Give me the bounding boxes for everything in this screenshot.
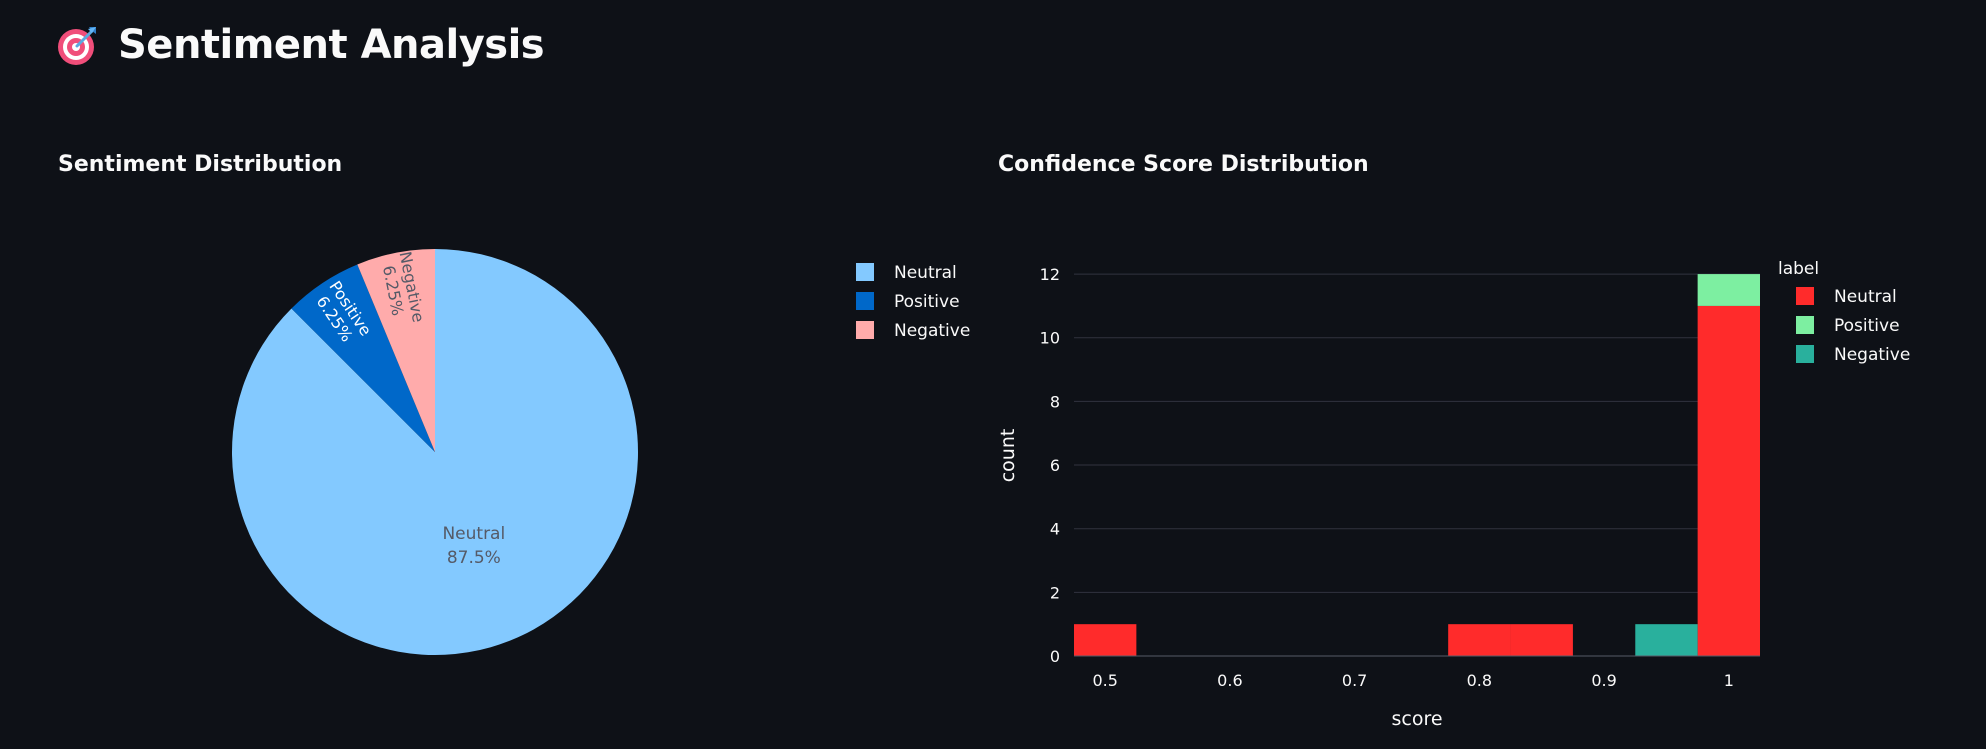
x-tick-label: 0.9 xyxy=(1591,671,1616,690)
x-tick-label: 0.7 xyxy=(1342,671,1367,690)
pie-slice-positive[interactable] xyxy=(291,264,435,452)
legend-swatch xyxy=(1796,287,1814,305)
legend-label: Negative xyxy=(1834,345,1910,365)
histogram-title: Confidence Score Distribution xyxy=(998,152,1369,177)
y-tick-label: 2 xyxy=(1050,583,1060,602)
y-tick-label: 8 xyxy=(1050,392,1060,411)
legend-swatch xyxy=(856,263,874,281)
pie-label-name: Neutral xyxy=(442,524,505,544)
pie-legend-item-negative[interactable]: Negative xyxy=(856,321,970,341)
pie-slices xyxy=(232,249,639,655)
x-tick-label: 1 xyxy=(1724,671,1734,690)
pie-legend: Neutral Positive Negative xyxy=(856,263,970,341)
histogram-bar-neutral[interactable] xyxy=(1697,305,1760,656)
pie-slice-negative[interactable] xyxy=(357,249,435,452)
y-axis-label: count xyxy=(997,429,1019,483)
legend-swatch xyxy=(1796,316,1814,334)
pie-chart-title: Sentiment Distribution xyxy=(58,152,343,177)
legend-label: Neutral xyxy=(1834,287,1897,307)
histogram-legend-item-negative[interactable]: Negative xyxy=(1796,345,1910,365)
histogram-bar-neutral[interactable] xyxy=(1448,624,1511,656)
y-tick-label: 0 xyxy=(1050,647,1060,666)
pie-legend-item-neutral[interactable]: Neutral xyxy=(856,263,957,283)
histogram-bar-neutral[interactable] xyxy=(1074,624,1137,656)
histogram-bar-negative[interactable] xyxy=(1635,624,1698,656)
histogram-legend-item-neutral[interactable]: Neutral xyxy=(1796,287,1897,307)
pie-label-percent: 87.5% xyxy=(447,548,501,568)
legend-label: Positive xyxy=(1834,316,1900,336)
app-header: Sentiment Analysis xyxy=(56,22,545,68)
x-tick-label: 0.8 xyxy=(1467,671,1492,690)
pie-legend-item-positive[interactable]: Positive xyxy=(856,292,960,312)
legend-swatch xyxy=(1796,345,1814,363)
histogram-bar-positive[interactable] xyxy=(1697,274,1760,306)
histogram-legend: label Neutral Positive Negative xyxy=(1778,259,1910,365)
y-tick-label: 4 xyxy=(1050,520,1060,539)
legend-label: Negative xyxy=(894,321,970,341)
legend-title: label xyxy=(1778,259,1819,279)
y-tick-label: 6 xyxy=(1050,456,1060,475)
histogram-axes: 0 2 4 6 8 10 12 0.5 0.6 0.7 0.8 0.9 1 score count xyxy=(997,265,1760,730)
histogram-gridlines xyxy=(1074,273,1760,593)
page-title: Sentiment Analysis xyxy=(118,22,545,68)
legend-label: Positive xyxy=(894,292,960,312)
histogram-bar-neutral[interactable] xyxy=(1510,624,1573,656)
pie-slice-label-neutral: Neutral 87.5% xyxy=(442,524,505,568)
x-tick-label: 0.5 xyxy=(1092,671,1117,690)
legend-swatch xyxy=(856,292,874,310)
x-tick-label: 0.6 xyxy=(1217,671,1242,690)
y-tick-label: 10 xyxy=(1040,329,1060,348)
target-dart-icon xyxy=(58,27,96,65)
histogram-legend-item-positive[interactable]: Positive xyxy=(1796,316,1900,336)
legend-swatch xyxy=(856,321,874,339)
pie-slice-neutral[interactable] xyxy=(232,249,639,655)
legend-label: Neutral xyxy=(894,263,957,283)
x-axis-label: score xyxy=(1391,708,1442,730)
y-tick-label: 12 xyxy=(1040,265,1060,284)
histogram-bars xyxy=(1074,274,1760,656)
